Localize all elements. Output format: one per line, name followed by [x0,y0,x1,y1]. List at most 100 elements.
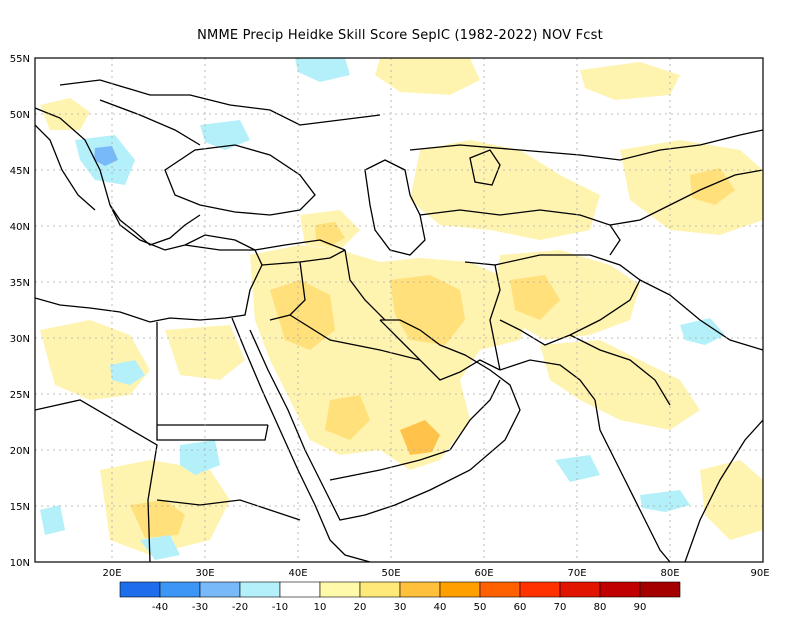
lon-label: 20E [102,568,121,579]
lat-label: 45N [10,166,30,177]
shade-arabsea-neg [555,455,600,482]
shade-europe-neg [295,58,350,82]
lon-label: 50E [381,568,400,579]
colorbar-swatch [599,581,641,598]
colorbar-swatch [119,581,161,598]
shade-east-eu-neg [200,120,250,150]
colorbar-label: 50 [474,602,487,613]
shade-north [375,58,480,95]
border-china [609,169,763,226]
map-title: NMME Precip Heidke Skill Score SepIC (19… [197,28,603,43]
colorbar-label: -20 [232,602,248,613]
border-central-asia [419,209,621,256]
lon-label: 30E [195,568,214,579]
lat-label: 40N [10,222,30,233]
map-frame [34,57,764,563]
border-oman [449,379,501,451]
skill-shading [40,58,763,560]
border-saudi [289,314,421,361]
colorbar-label: 30 [394,602,407,613]
lat-label: 20N [10,446,30,457]
shade-afghanistan-mid [510,275,560,320]
lat-label: 25N [10,390,30,401]
colorbar-label: 80 [594,602,607,613]
shade-africa-neg2 [40,505,65,535]
colorbar-label: -10 [272,602,288,613]
aral-sea [469,149,501,186]
border-levant [261,249,346,266]
lat-label: 50N [10,110,30,121]
border-libya-egypt [156,322,269,441]
colorbar-label: 20 [354,602,367,613]
colorbar-swatch [479,581,521,598]
border-iraq [269,261,306,321]
lon-label: 70E [567,568,586,579]
iran-coast [499,359,596,401]
colorbar-swatch [239,581,281,598]
lon-axis: 20E 30E 40E 50E 60E 70E 80E 90E [102,568,769,579]
shade-sahel-neg2 [140,535,180,560]
shade-north-east [580,62,680,100]
shade-iran [390,275,465,345]
black-sea [164,144,316,216]
colorbar-swatch [439,581,481,598]
colorbar-swatch [559,581,601,598]
lat-label: 55N [10,54,30,65]
colorbar-label: -40 [152,602,168,613]
greece-coast [109,204,201,246]
shade-africa-neg [110,360,145,385]
border-afghanistan [494,254,641,346]
lat-label: 35N [10,278,30,289]
colorbar-swatch [639,581,681,598]
caspian-sea [364,159,426,256]
red-sea-west [231,317,331,541]
colorbar-label: 70 [554,602,567,613]
lon-label: 80E [660,568,679,579]
colorbar-labels: -40 -30 -20 -10 10 20 30 40 50 60 70 80 90 [152,602,647,613]
colorbar-swatch [279,581,321,598]
shade-east-mid [690,168,735,205]
lat-label: 10N [10,558,30,569]
lon-label: 40E [288,568,307,579]
border-pakistan [569,334,671,406]
shade-caspian-mid [315,222,345,246]
border-iran-east [464,261,501,371]
shade-india-neg [640,490,690,512]
colorbar-label: -30 [192,602,208,613]
shade-arabia-south [400,420,440,455]
border-yemen [329,449,451,481]
persian-gulf [379,319,501,381]
colorbar [119,581,681,598]
lon-label: 60E [474,568,493,579]
border-kazakh [409,129,763,161]
lon-label: 90E [750,568,769,579]
border-sudan-south [156,499,301,521]
lat-label: 15N [10,502,30,513]
gridlines [35,58,763,562]
border-chad [35,399,158,562]
border-russia [59,79,381,126]
shade-sahel-mid [130,500,185,538]
shade-arabia-center [325,395,370,440]
colorbar-label: 10 [314,602,327,613]
shade-india [540,340,700,430]
shade-east-south [700,460,763,540]
colorbar-swatch [519,581,561,598]
coastlines [35,79,763,562]
border-ukraine [99,99,201,146]
shade-sahel-neg [180,440,220,475]
colorbar-swatch [359,581,401,598]
border-iraq-iran [344,249,386,321]
horn-coast [329,539,371,562]
colorbar-swatch [199,581,241,598]
lat-axis: 55N 50N 45N 40N 35N 30N 25N 20N 15N 10N [10,54,30,569]
border-turkey [184,239,346,251]
shade-central-asia [410,140,600,240]
colorbar-label: 90 [634,602,647,613]
colorbar-label: 40 [434,602,447,613]
italy-coast [35,124,96,211]
colorbar-label: 60 [514,602,527,613]
lat-label: 30N [10,334,30,345]
colorbar-swatch [159,581,201,598]
